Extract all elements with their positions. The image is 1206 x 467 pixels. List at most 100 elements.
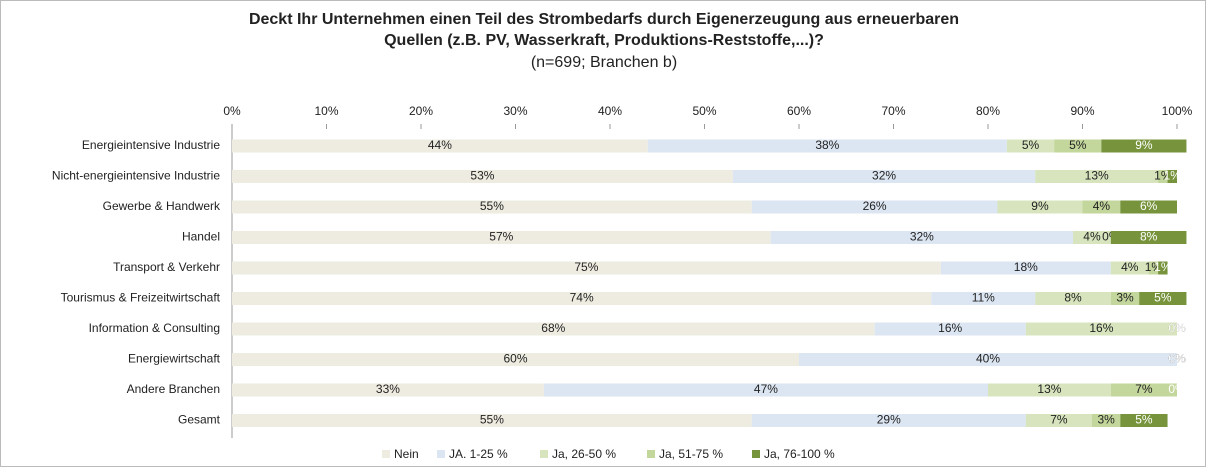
legend-label: JA. 1-25 % (449, 447, 508, 461)
data-label: 0% (1168, 321, 1186, 335)
chart-subtitle: (n=699; Branchen b) (531, 54, 677, 71)
bar-segment (1110, 261, 1149, 275)
legend-swatch (540, 450, 548, 458)
data-label: 16% (1089, 321, 1113, 335)
data-label: 44% (428, 138, 452, 152)
x-tick-label: 30% (503, 104, 527, 118)
bar-segment (1091, 414, 1121, 427)
bar-segment (732, 170, 1036, 183)
x-tick-label: 40% (598, 104, 622, 118)
x-tick-label: 20% (409, 104, 433, 118)
bar-segment (1082, 200, 1121, 214)
data-label: 5% (1135, 413, 1153, 427)
data-label: 68% (541, 321, 565, 335)
x-tick-label: 100% (1162, 104, 1193, 118)
data-label: 75% (574, 260, 598, 274)
bar-segment (751, 200, 998, 214)
data-label: 5% (1022, 138, 1040, 152)
bar-segment (543, 383, 988, 397)
data-label: 4% (1093, 199, 1111, 213)
y-tick-label: Nicht-energieintensive Industrie (52, 169, 220, 183)
data-label: 9% (1031, 199, 1049, 213)
data-label: 0% (1168, 352, 1186, 366)
bar-segment (751, 414, 1026, 427)
legend-label: Nein (394, 447, 419, 461)
legend-swatch (647, 450, 655, 458)
data-label: 0% (1168, 382, 1186, 396)
bar-segment (1025, 414, 1092, 427)
data-label: 3% (1097, 413, 1115, 427)
bar-segment (770, 231, 1074, 244)
data-label: 0% (1168, 352, 1186, 366)
legend-swatch (437, 450, 445, 458)
data-label: 47% (754, 382, 778, 396)
data-label: 33% (376, 382, 400, 396)
bar-segment (988, 383, 1111, 397)
bar-segment (232, 353, 799, 366)
x-tick-label: 80% (976, 104, 1000, 118)
data-label: 5% (1154, 291, 1172, 305)
y-tick-label: Andere Branchen (127, 382, 220, 396)
bar-segment (1110, 292, 1140, 305)
y-tick-label: Handel (182, 230, 220, 244)
bar-segment (232, 322, 875, 336)
data-label: 57% (489, 230, 513, 244)
bar-segment (931, 292, 1036, 305)
bar-segment (1158, 261, 1168, 275)
data-label: 1% (1145, 260, 1163, 274)
bar-segment (1025, 322, 1177, 336)
x-tick-label: 0% (223, 104, 241, 118)
bar-segment (1120, 200, 1177, 214)
x-tick-label: 50% (692, 104, 716, 118)
data-label: 4% (1083, 230, 1101, 244)
data-label: 4% (1121, 260, 1139, 274)
data-label: 13% (1037, 382, 1061, 396)
bar-segment (232, 139, 648, 153)
bar-segment (1148, 261, 1159, 275)
data-label: 3% (1116, 291, 1134, 305)
data-label: 8% (1140, 230, 1158, 244)
data-label: 6% (1140, 199, 1158, 213)
data-label: 38% (815, 138, 839, 152)
data-label: 1% (1154, 169, 1172, 183)
data-label: 60% (503, 352, 527, 366)
data-label: 8% (1064, 291, 1082, 305)
data-label: 55% (480, 413, 504, 427)
bar-segment (232, 383, 544, 397)
data-label: 32% (872, 169, 896, 183)
data-label: 0% (1168, 352, 1186, 366)
bar-segment (232, 170, 733, 183)
bar-segment (1054, 139, 1102, 153)
bar-segment (1073, 231, 1111, 244)
bar-segment (940, 261, 1111, 275)
legend-label: Ja, 26-50 % (552, 447, 616, 461)
bar-segment (232, 231, 771, 244)
x-tick-label: 90% (1070, 104, 1094, 118)
chart-title: Quellen (z.B. PV, Wasserkraft, Produktio… (384, 32, 824, 49)
bar-segment (647, 139, 1007, 153)
data-label: 29% (877, 413, 901, 427)
y-tick-label: Energiewirtschaft (128, 352, 221, 366)
bar-segment (1035, 292, 1111, 305)
bar-segment (232, 292, 932, 305)
bar-segment (1035, 170, 1159, 183)
data-label: 7% (1050, 413, 1068, 427)
data-label: 40% (976, 352, 1000, 366)
data-label: 11% (972, 291, 995, 305)
bar-segment (874, 322, 1026, 336)
data-label: 16% (938, 321, 962, 335)
y-tick-label: Transport & Verkehr (113, 260, 220, 274)
bar-segment (232, 200, 752, 214)
bar-segment (799, 353, 1177, 366)
bar-segment (1110, 383, 1177, 397)
data-label: 5% (1069, 138, 1087, 152)
x-tick-label: 70% (881, 104, 905, 118)
data-label: 26% (863, 199, 887, 213)
data-label: 1% (1164, 169, 1182, 183)
data-label: 74% (570, 291, 594, 305)
legend-label: Ja, 76-100 % (764, 447, 835, 461)
y-tick-label: Gesamt (178, 413, 221, 427)
data-label: 0% (1168, 321, 1186, 335)
bar-segment (1110, 231, 1187, 244)
